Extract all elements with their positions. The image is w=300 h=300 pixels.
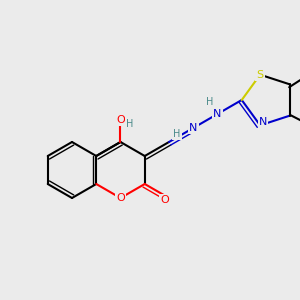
Text: O: O xyxy=(116,193,125,203)
Text: N: N xyxy=(189,123,197,133)
Text: O: O xyxy=(116,115,125,124)
Text: N: N xyxy=(259,117,267,127)
Text: H: H xyxy=(206,97,213,107)
Text: O: O xyxy=(160,195,169,206)
Text: H: H xyxy=(173,129,181,139)
Text: S: S xyxy=(256,70,264,80)
Text: H: H xyxy=(126,118,133,129)
Text: N: N xyxy=(213,109,222,119)
